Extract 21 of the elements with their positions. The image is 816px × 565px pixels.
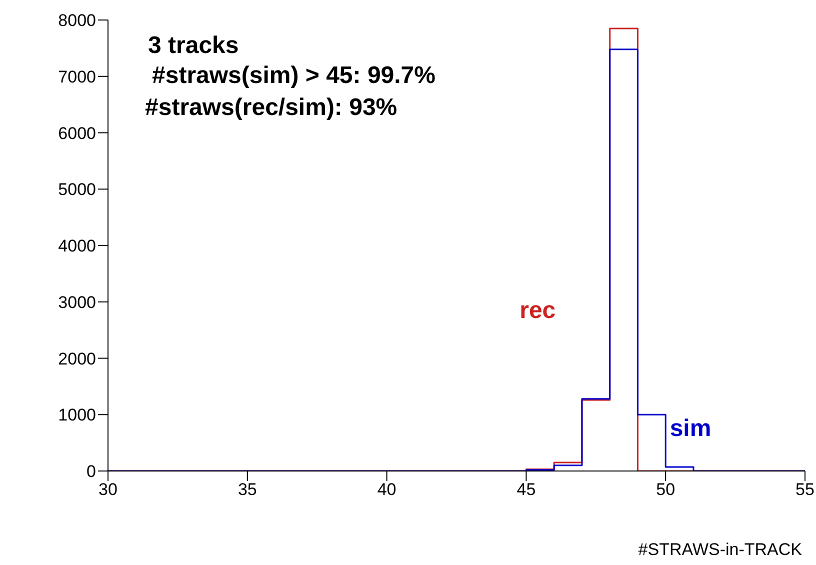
text: rec: [520, 297, 556, 325]
x-tick-label: 45: [516, 480, 536, 500]
y-tick-label: 3000: [58, 292, 96, 312]
y-tick-label: 2000: [58, 349, 96, 368]
annotation: #straws(rec/sim): 93%: [145, 94, 398, 122]
y-tick-label: 5000: [58, 180, 96, 200]
x-axis-title: #STRAWS-in-TRACK: [638, 540, 802, 560]
annotation: #straws(sim) > 45: 99.7%: [152, 62, 436, 90]
x-tick-label: 35: [238, 480, 257, 500]
x-tick-label: 55: [796, 480, 814, 500]
y-tick-label: 6000: [58, 124, 96, 143]
x-tick-label: 40: [377, 480, 396, 500]
y-tick-label: 1000: [58, 406, 96, 425]
x-tick-label: 50: [656, 480, 676, 500]
x-tick-label: 30: [98, 480, 118, 500]
annotation: 3 tracks: [148, 32, 239, 60]
y-tick-label: 4000: [58, 236, 96, 256]
y-tick-label: 7000: [58, 67, 96, 86]
series-label: sim: [670, 415, 712, 444]
y-tick-label: 8000: [58, 11, 96, 30]
y-tick-label: 0: [86, 462, 96, 482]
